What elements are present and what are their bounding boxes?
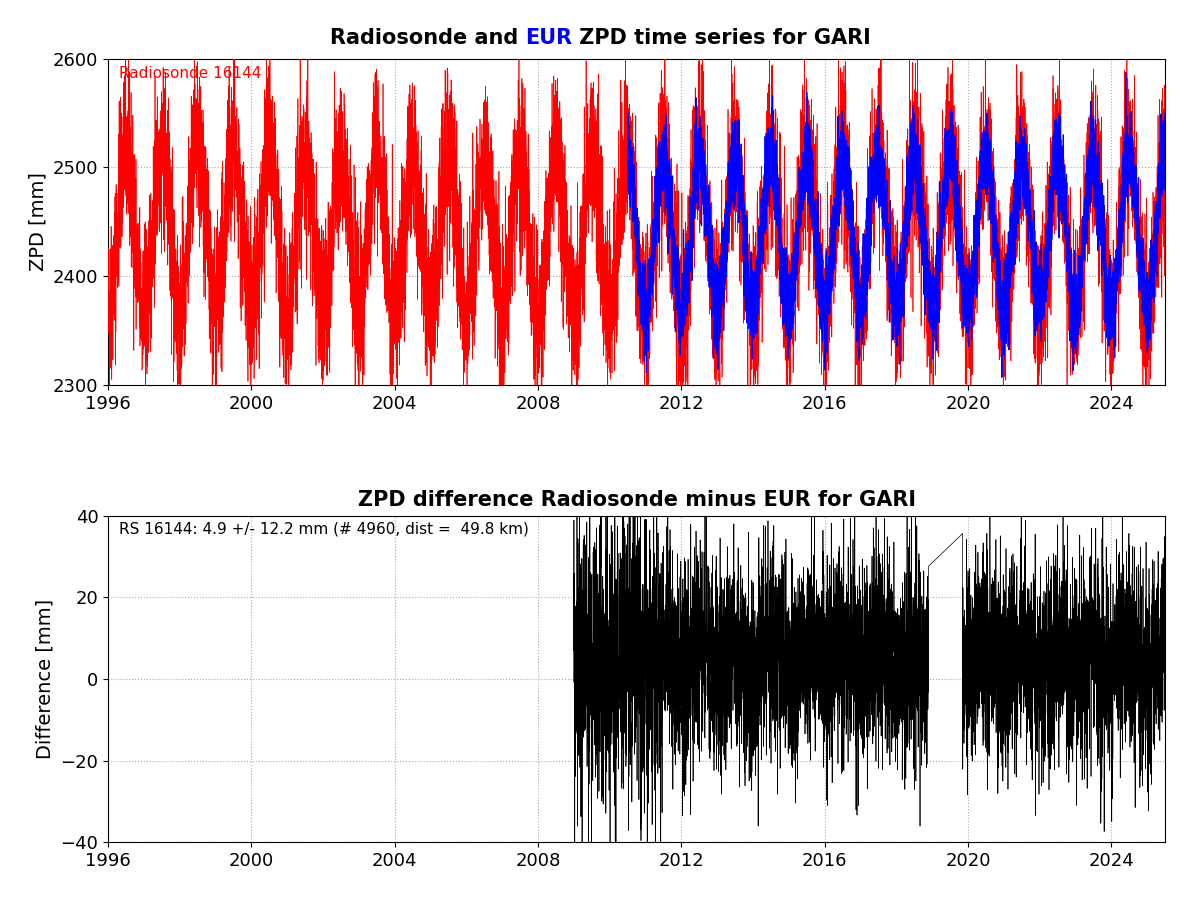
Text: EUR: EUR	[525, 28, 573, 48]
Text: Radiosonde and: Radiosonde and	[330, 28, 525, 48]
Title: ZPD difference Radiosonde minus EUR for GARI: ZPD difference Radiosonde minus EUR for …	[358, 490, 915, 510]
Y-axis label: ZPD [mm]: ZPD [mm]	[29, 172, 47, 271]
Text: ZPD time series for GARI: ZPD time series for GARI	[573, 28, 871, 48]
Text: RS 16144: 4.9 +/- 12.2 mm (# 4960, dist =  49.8 km): RS 16144: 4.9 +/- 12.2 mm (# 4960, dist …	[119, 522, 528, 537]
Text: Radiosonde 16144: Radiosonde 16144	[119, 66, 261, 81]
Y-axis label: Difference [mm]: Difference [mm]	[36, 599, 55, 760]
